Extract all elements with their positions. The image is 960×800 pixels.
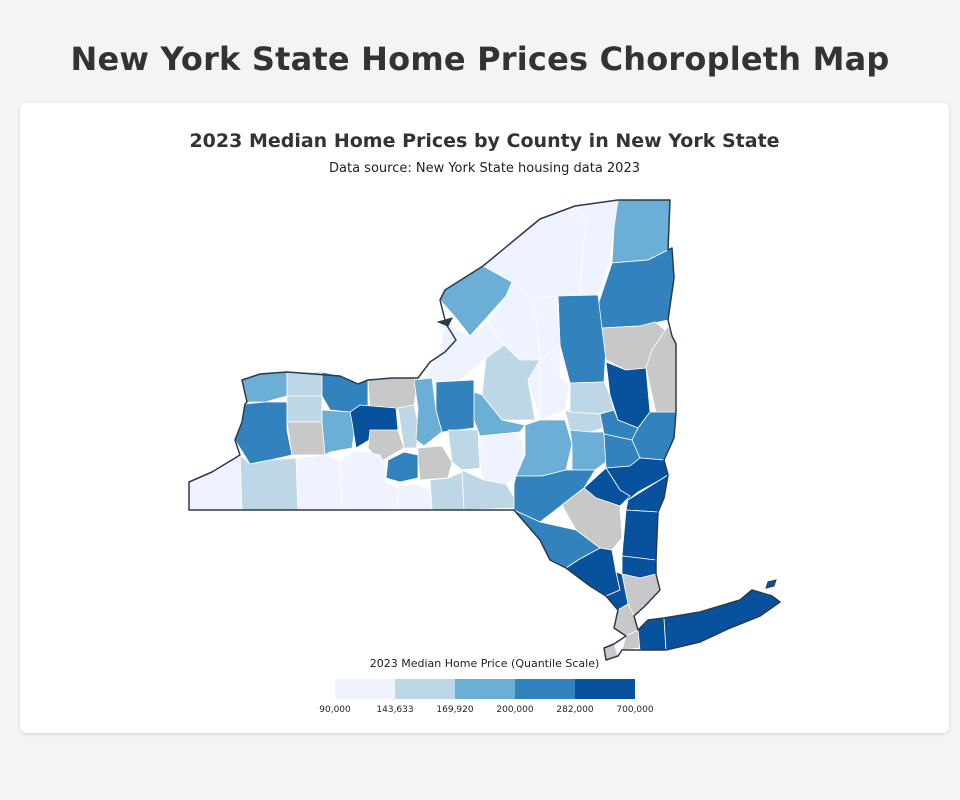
county-tompkins[interactable] — [385, 451, 419, 483]
legend-swatch-4 — [515, 679, 575, 699]
island-shape — [765, 579, 777, 589]
county-madison[interactable] — [473, 391, 526, 437]
county-wayne[interactable] — [367, 377, 419, 411]
county-hamilton[interactable] — [557, 294, 607, 384]
page-title: New York State Home Prices Choropleth Ma… — [70, 40, 890, 78]
legend-tick: 200,000 — [496, 705, 534, 715]
county-cayuga[interactable] — [413, 377, 443, 447]
county-allegany[interactable] — [295, 454, 343, 511]
new-york-state-map — [188, 199, 781, 661]
map-card: 2023 Median Home Prices by County in New… — [20, 103, 949, 733]
legend-tick: 169,920 — [436, 705, 474, 715]
county-chenango[interactable] — [479, 431, 526, 485]
county-orange-n[interactable] — [621, 509, 659, 561]
county-otsego[interactable] — [515, 419, 573, 477]
county-genesee[interactable] — [286, 395, 323, 423]
legend-swatch-1 — [335, 679, 395, 699]
county-orleans[interactable] — [286, 371, 323, 397]
legend-tick: 700,000 — [616, 705, 654, 715]
island-shape — [436, 317, 453, 327]
county-schuyler[interactable] — [417, 445, 453, 481]
legend-swatch-5 — [575, 679, 635, 699]
county-cortland[interactable] — [435, 379, 475, 433]
county-jefferson[interactable] — [439, 265, 513, 337]
state-outline — [188, 199, 781, 661]
county-nassau[interactable] — [637, 617, 667, 651]
county-chautauqua[interactable] — [188, 454, 243, 511]
legend-title: 2023 Median Home Price (Quantile Scale) — [369, 657, 600, 670]
legend-swatch-3 — [455, 679, 515, 699]
legend-swatch-2 — [395, 679, 455, 699]
county-chemung[interactable] — [447, 429, 481, 471]
county-niagara[interactable] — [241, 371, 288, 403]
legend-tick: 282,000 — [556, 705, 594, 715]
county-suffolk[interactable] — [663, 589, 781, 651]
county-schoharie[interactable] — [569, 429, 607, 471]
legend-color-bar — [335, 679, 635, 699]
legend-tick: 90,000 — [319, 705, 351, 715]
map-subtitle: Data source: New York State housing data… — [329, 161, 640, 176]
legend-tick: 143,633 — [376, 705, 414, 715]
county-wyoming[interactable] — [286, 421, 326, 456]
county-chemung-s[interactable] — [397, 483, 433, 511]
county-cattaraugus[interactable] — [239, 454, 299, 511]
county-fulton[interactable] — [569, 381, 615, 415]
county-putnam[interactable] — [621, 555, 657, 579]
map-title: 2023 Median Home Prices by County in New… — [189, 130, 780, 152]
